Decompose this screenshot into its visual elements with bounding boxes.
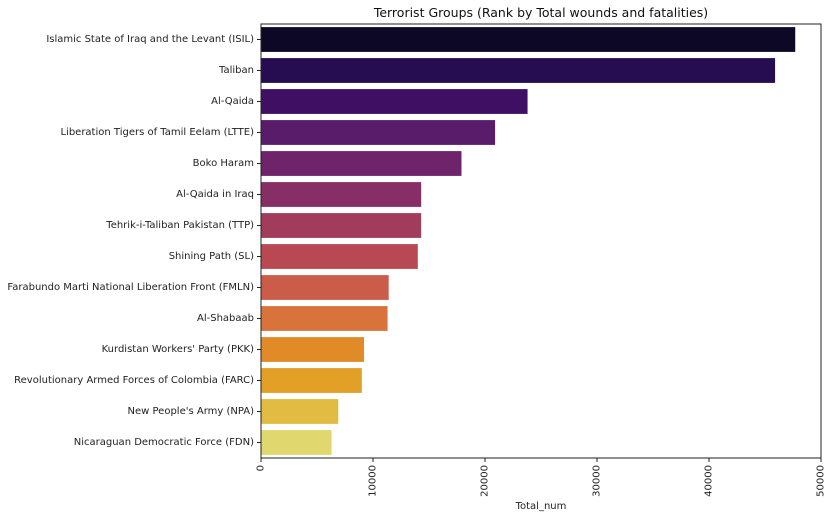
y-tick-label: Shining Path (SL) [169,251,254,262]
bar [261,368,362,393]
bar [261,151,462,176]
bar [261,306,388,331]
bar [261,337,365,362]
y-tick-label: Kurdistan Workers' Party (PKK) [102,344,254,355]
y-tick-label: Taliban [218,65,254,76]
bar [261,213,422,238]
y-tick-label: Al-Shabaab [197,313,254,324]
bar [261,182,422,207]
bar [261,430,332,455]
x-tick-label: 40000 [704,465,715,497]
x-tick-label: 30000 [592,465,603,497]
y-axis: Islamic State of Iraq and the Levant (IS… [7,34,261,448]
y-tick-label: Boko Haram [193,158,254,169]
plot-frame [260,23,822,459]
x-axis-label: Total_num [515,501,567,512]
bar [261,58,776,83]
bar [261,27,796,52]
bar [261,120,496,145]
y-tick-label: Tehrik-i-Taliban Pakistan (TTP) [105,220,254,231]
y-tick-label: Liberation Tigers of Tamil Eelam (LTTE) [60,127,254,138]
bar [261,275,389,300]
y-tick-label: Al-Qaida in Iraq [176,189,254,200]
chart-title: Terrorist Groups (Rank by Total wounds a… [373,5,708,20]
y-tick-label: Islamic State of Iraq and the Levant (IS… [46,34,254,45]
y-tick-label: Revolutionary Armed Forces of Colombia (… [14,375,254,386]
y-tick-label: Al-Qaida [211,96,254,107]
x-axis: 0 10000 20000 30000 40000 50000 [256,458,827,497]
bar [261,399,339,424]
x-tick-label: 20000 [480,465,491,497]
y-tick-label: Nicaraguan Democratic Force (FDN) [74,437,254,448]
y-tick-label: New People's Army (NPA) [128,406,255,417]
x-tick-label: 50000 [816,465,827,497]
x-tick-label: 0 [256,465,267,471]
y-tick-label: Farabundo Marti National Liberation Fron… [7,282,254,293]
bar [261,244,418,269]
bar [261,89,528,114]
bars-group [261,27,796,455]
x-tick-label: 10000 [368,465,379,497]
